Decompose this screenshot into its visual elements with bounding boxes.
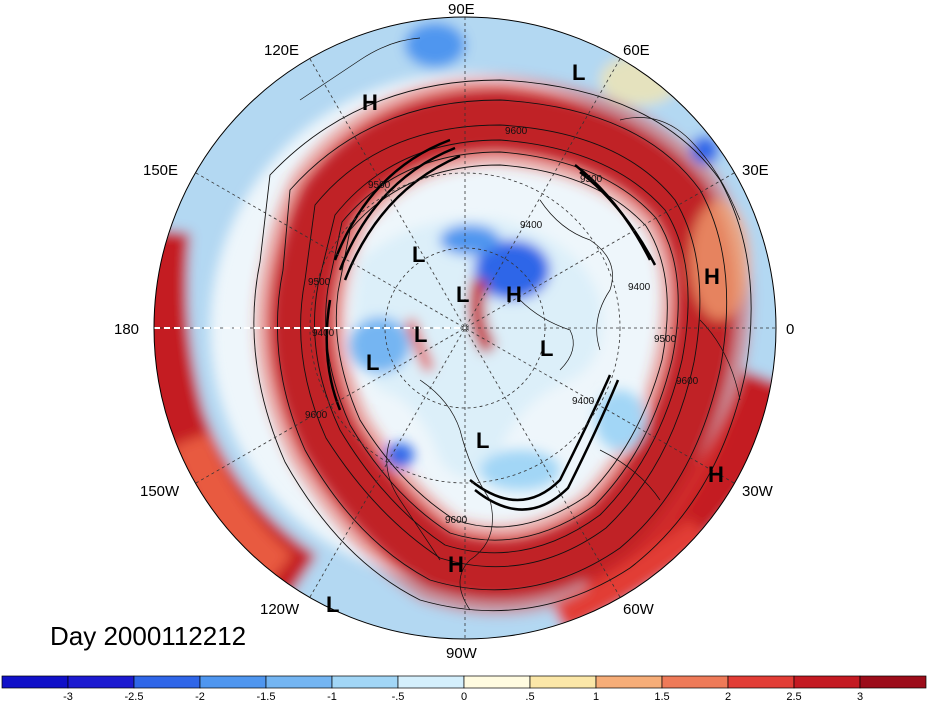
colorbar-box <box>397 675 465 689</box>
anomaly-field <box>154 17 776 639</box>
contour-label: 9600 <box>305 410 328 421</box>
lon-label-180: 180 <box>114 321 139 338</box>
high-marker: H <box>506 282 522 307</box>
lon-label-120e: 120E <box>264 42 299 59</box>
colorbar-tick-label: 3 <box>857 691 863 702</box>
low-marker: L <box>476 428 489 453</box>
date-label: Day 2000112212 <box>50 621 246 651</box>
lon-label-30e: 30E <box>742 162 769 179</box>
longitude-labels: 90E 60E 30E 0 30W 60W 90W 120W 150W 180 … <box>114 1 794 662</box>
low-marker: L <box>456 282 469 307</box>
low-marker: L <box>540 336 553 361</box>
colorbar-tick-label: -1 <box>327 691 337 702</box>
jet-thick-contours <box>325 138 657 511</box>
contour-label: 9600 <box>505 126 528 137</box>
low-marker: L <box>572 60 585 85</box>
colorbar-box <box>1 675 69 689</box>
map-boundary <box>153 16 777 640</box>
colorbar-tick-label: .5 <box>525 691 534 702</box>
pressure-systems: H L H L L H L L L L H H L <box>326 60 724 617</box>
colorbar-tick-label: -2 <box>195 691 205 702</box>
colorbar-tick-label: 2 <box>725 691 731 702</box>
lon-label-90w: 90W <box>446 645 478 662</box>
high-marker: H <box>362 90 378 115</box>
colorbar-box <box>727 675 795 689</box>
colorbar-tick-label: 1 <box>593 691 599 702</box>
coastlines <box>299 37 741 611</box>
colorbar-tick-label: -3 <box>63 691 73 702</box>
high-marker: H <box>704 264 720 289</box>
colorbar-tick-label: 2.5 <box>786 691 801 702</box>
contour-label: 9400 <box>628 282 651 293</box>
contour-label: 9600 <box>676 376 699 387</box>
colorbar-box <box>133 675 201 689</box>
high-marker: H <box>708 462 724 487</box>
lon-label-150w: 150W <box>140 483 180 500</box>
lon-label-30w: 30W <box>742 483 774 500</box>
colorbar-box <box>661 675 729 689</box>
colorbar: -3 -2.5 -2 -1.5 -1 -.5 0 .5 1 1.5 2 2.5 3 <box>1 675 927 702</box>
colorbar-box <box>595 675 663 689</box>
colorbar-tick-label: 0 <box>461 691 467 702</box>
lon-label-150e: 150E <box>143 162 178 179</box>
contour-label: 9400 <box>520 220 543 231</box>
high-marker: H <box>448 552 464 577</box>
colorbar-box <box>529 675 597 689</box>
colorbar-box <box>859 675 927 689</box>
contour-label: 9600 <box>445 515 468 526</box>
low-marker: L <box>326 592 339 617</box>
contour-label: 9400 <box>572 396 595 407</box>
contour-label: 9500 <box>368 180 391 191</box>
colorbar-box <box>331 675 399 689</box>
contour-label: 9400 <box>312 328 335 339</box>
low-marker: L <box>414 322 427 347</box>
colorbar-tick-label: -2.5 <box>125 691 144 702</box>
colorbar-box <box>265 675 333 689</box>
colorbar-box <box>199 675 267 689</box>
contour-label: 9500 <box>654 334 677 345</box>
lon-label-60e: 60E <box>623 42 650 59</box>
lon-label-90e: 90E <box>448 1 475 18</box>
low-marker: L <box>412 242 425 267</box>
colorbar-box <box>793 675 861 689</box>
colorbar-tick-label: 1.5 <box>654 691 669 702</box>
contour-labels: 9600 9500 9400 9400 9500 9600 9600 9500 … <box>305 126 699 526</box>
lon-label-60w: 60W <box>623 601 655 618</box>
lon-label-0: 0 <box>786 321 794 338</box>
lon-label-120w: 120W <box>260 601 300 618</box>
low-marker: L <box>366 350 379 375</box>
contour-label: 9500 <box>580 174 603 185</box>
colorbar-tick-label: -1.5 <box>257 691 276 702</box>
contour-label: 9500 <box>308 277 331 288</box>
colorbar-box <box>463 675 531 689</box>
colorbar-box <box>67 675 135 689</box>
colorbar-tick-label: -.5 <box>392 691 405 702</box>
